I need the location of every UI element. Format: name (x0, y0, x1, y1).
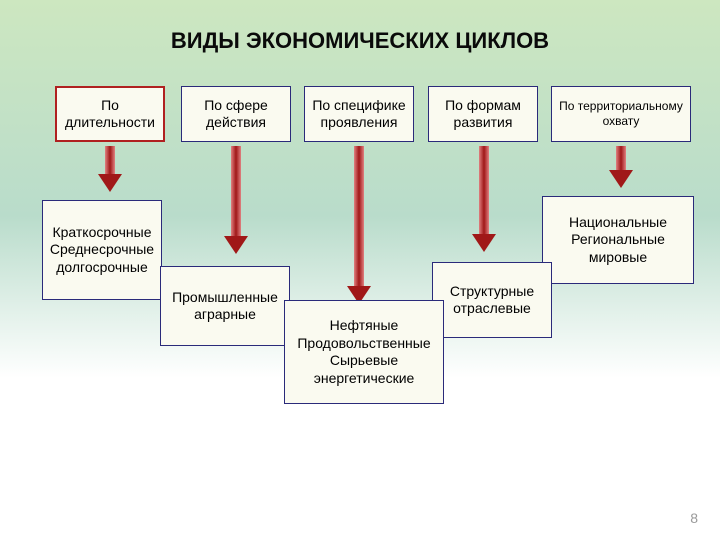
diagram-canvas: ВИДЫ ЭКОНОМИЧЕСКИХ ЦИКЛОВ По длительност… (0, 0, 720, 540)
category-label: По специфике проявления (311, 97, 407, 132)
types-label: Краткосрочные Среднесрочные долгосрочные (49, 224, 155, 277)
arrow-down-icon (615, 146, 627, 188)
types-label: Структурные отраслевые (439, 283, 545, 318)
types-specifics: Нефтяные Продовольственные Сырьевые энер… (284, 300, 444, 404)
arrow-down-icon (230, 146, 242, 254)
types-duration: Краткосрочные Среднесрочные долгосрочные (42, 200, 162, 300)
category-sphere: По сфере действия (181, 86, 291, 142)
arrow-down-icon (353, 146, 365, 304)
types-sphere: Промышленные аграрные (160, 266, 290, 346)
page-number: 8 (690, 510, 698, 526)
category-label: По сфере действия (188, 97, 284, 132)
arrow-down-icon (478, 146, 490, 252)
types-forms: Структурные отраслевые (432, 262, 552, 338)
types-label: Национальные Региональные мировые (549, 214, 687, 267)
types-label: Промышленные аграрные (167, 289, 283, 324)
types-territory: Национальные Региональные мировые (542, 196, 694, 284)
category-label: По длительности (63, 97, 157, 132)
category-label: По формам развития (435, 97, 531, 132)
category-duration: По длительности (55, 86, 165, 142)
page-title: ВИДЫ ЭКОНОМИЧЕСКИХ ЦИКЛОВ (0, 28, 720, 54)
category-specifics: По специфике проявления (304, 86, 414, 142)
category-territory: По территориальному охвату (551, 86, 691, 142)
category-label: По территориальному охвату (558, 99, 684, 129)
arrow-down-icon (104, 146, 116, 192)
types-label: Нефтяные Продовольственные Сырьевые энер… (291, 317, 437, 387)
category-forms: По формам развития (428, 86, 538, 142)
